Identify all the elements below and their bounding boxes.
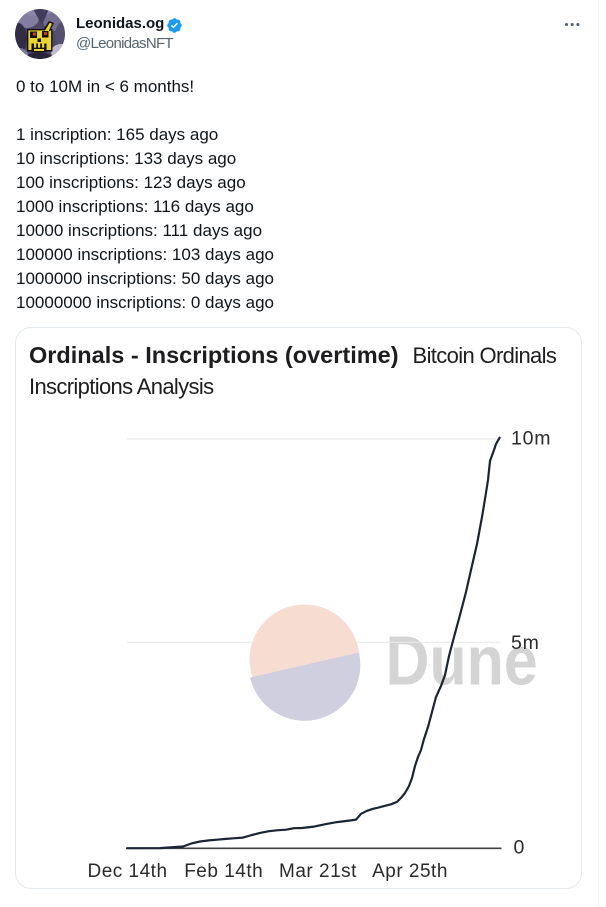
svg-text:Feb 14th: Feb 14th (184, 861, 263, 882)
svg-text:Mar 21st: Mar 21st (279, 861, 357, 882)
svg-text:Dune: Dune (386, 622, 538, 700)
svg-text:Dec 14th: Dec 14th (87, 861, 167, 882)
svg-text:0: 0 (514, 837, 525, 859)
svg-text:Apr 25th: Apr 25th (372, 861, 448, 882)
svg-text:10m: 10m (511, 428, 551, 450)
svg-text:5m: 5m (511, 632, 540, 654)
